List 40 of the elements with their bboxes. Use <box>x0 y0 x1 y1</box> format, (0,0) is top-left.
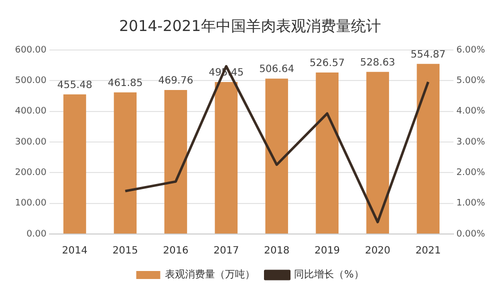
x-tick-label: 2017 <box>213 246 239 257</box>
y-tick-label: 200.00 <box>14 168 47 178</box>
y-tick-label: 600.00 <box>14 45 47 56</box>
y2-tick-label: 6.00% <box>456 45 486 56</box>
y-tick-label: 100.00 <box>14 198 47 209</box>
y-tick-label: 0.00 <box>26 229 47 240</box>
y2-tick-label: 4.00% <box>456 106 486 117</box>
legend-label: 同比增长（%） <box>294 268 364 281</box>
bar <box>164 90 188 234</box>
y2-tick-label: 1.00% <box>456 198 486 209</box>
bar <box>366 72 390 234</box>
bar <box>265 78 288 234</box>
x-tick-label: 2018 <box>264 246 290 257</box>
data-label: 554.87 <box>410 49 446 60</box>
bar <box>114 92 137 234</box>
y-tick-label: 300.00 <box>14 137 47 148</box>
bar <box>63 94 86 234</box>
x-tick-label: 2014 <box>62 246 88 257</box>
y-tick-label: 500.00 <box>14 76 47 86</box>
x-tick-label: 2021 <box>415 246 441 257</box>
y2-tick-label: 5.00% <box>456 76 486 86</box>
y2-tick-label: 2.00% <box>456 168 486 178</box>
y2-tick-label: 3.00% <box>456 137 486 148</box>
data-label: 469.76 <box>158 76 194 87</box>
x-tick-label: 2019 <box>314 246 340 257</box>
data-label: 526.57 <box>310 58 345 70</box>
data-label: 455.48 <box>57 80 92 91</box>
data-label: 528.63 <box>360 57 396 68</box>
y2-tick-label: 0.00% <box>456 229 486 240</box>
data-label: 461.85 <box>108 78 143 89</box>
bar <box>416 64 440 234</box>
bar <box>316 72 339 234</box>
bar <box>214 82 238 234</box>
data-label: 506.64 <box>259 64 294 76</box>
x-tick-label: 2016 <box>162 246 188 257</box>
x-tick-label: 2020 <box>364 246 390 257</box>
x-tick-label: 2015 <box>112 246 138 257</box>
chart-title: 2014-2021年中国羊肉表观消费量统计 <box>119 16 381 35</box>
y-tick-label: 400.00 <box>14 106 47 117</box>
legend-label: 表观消费量（万吨） <box>165 268 256 281</box>
